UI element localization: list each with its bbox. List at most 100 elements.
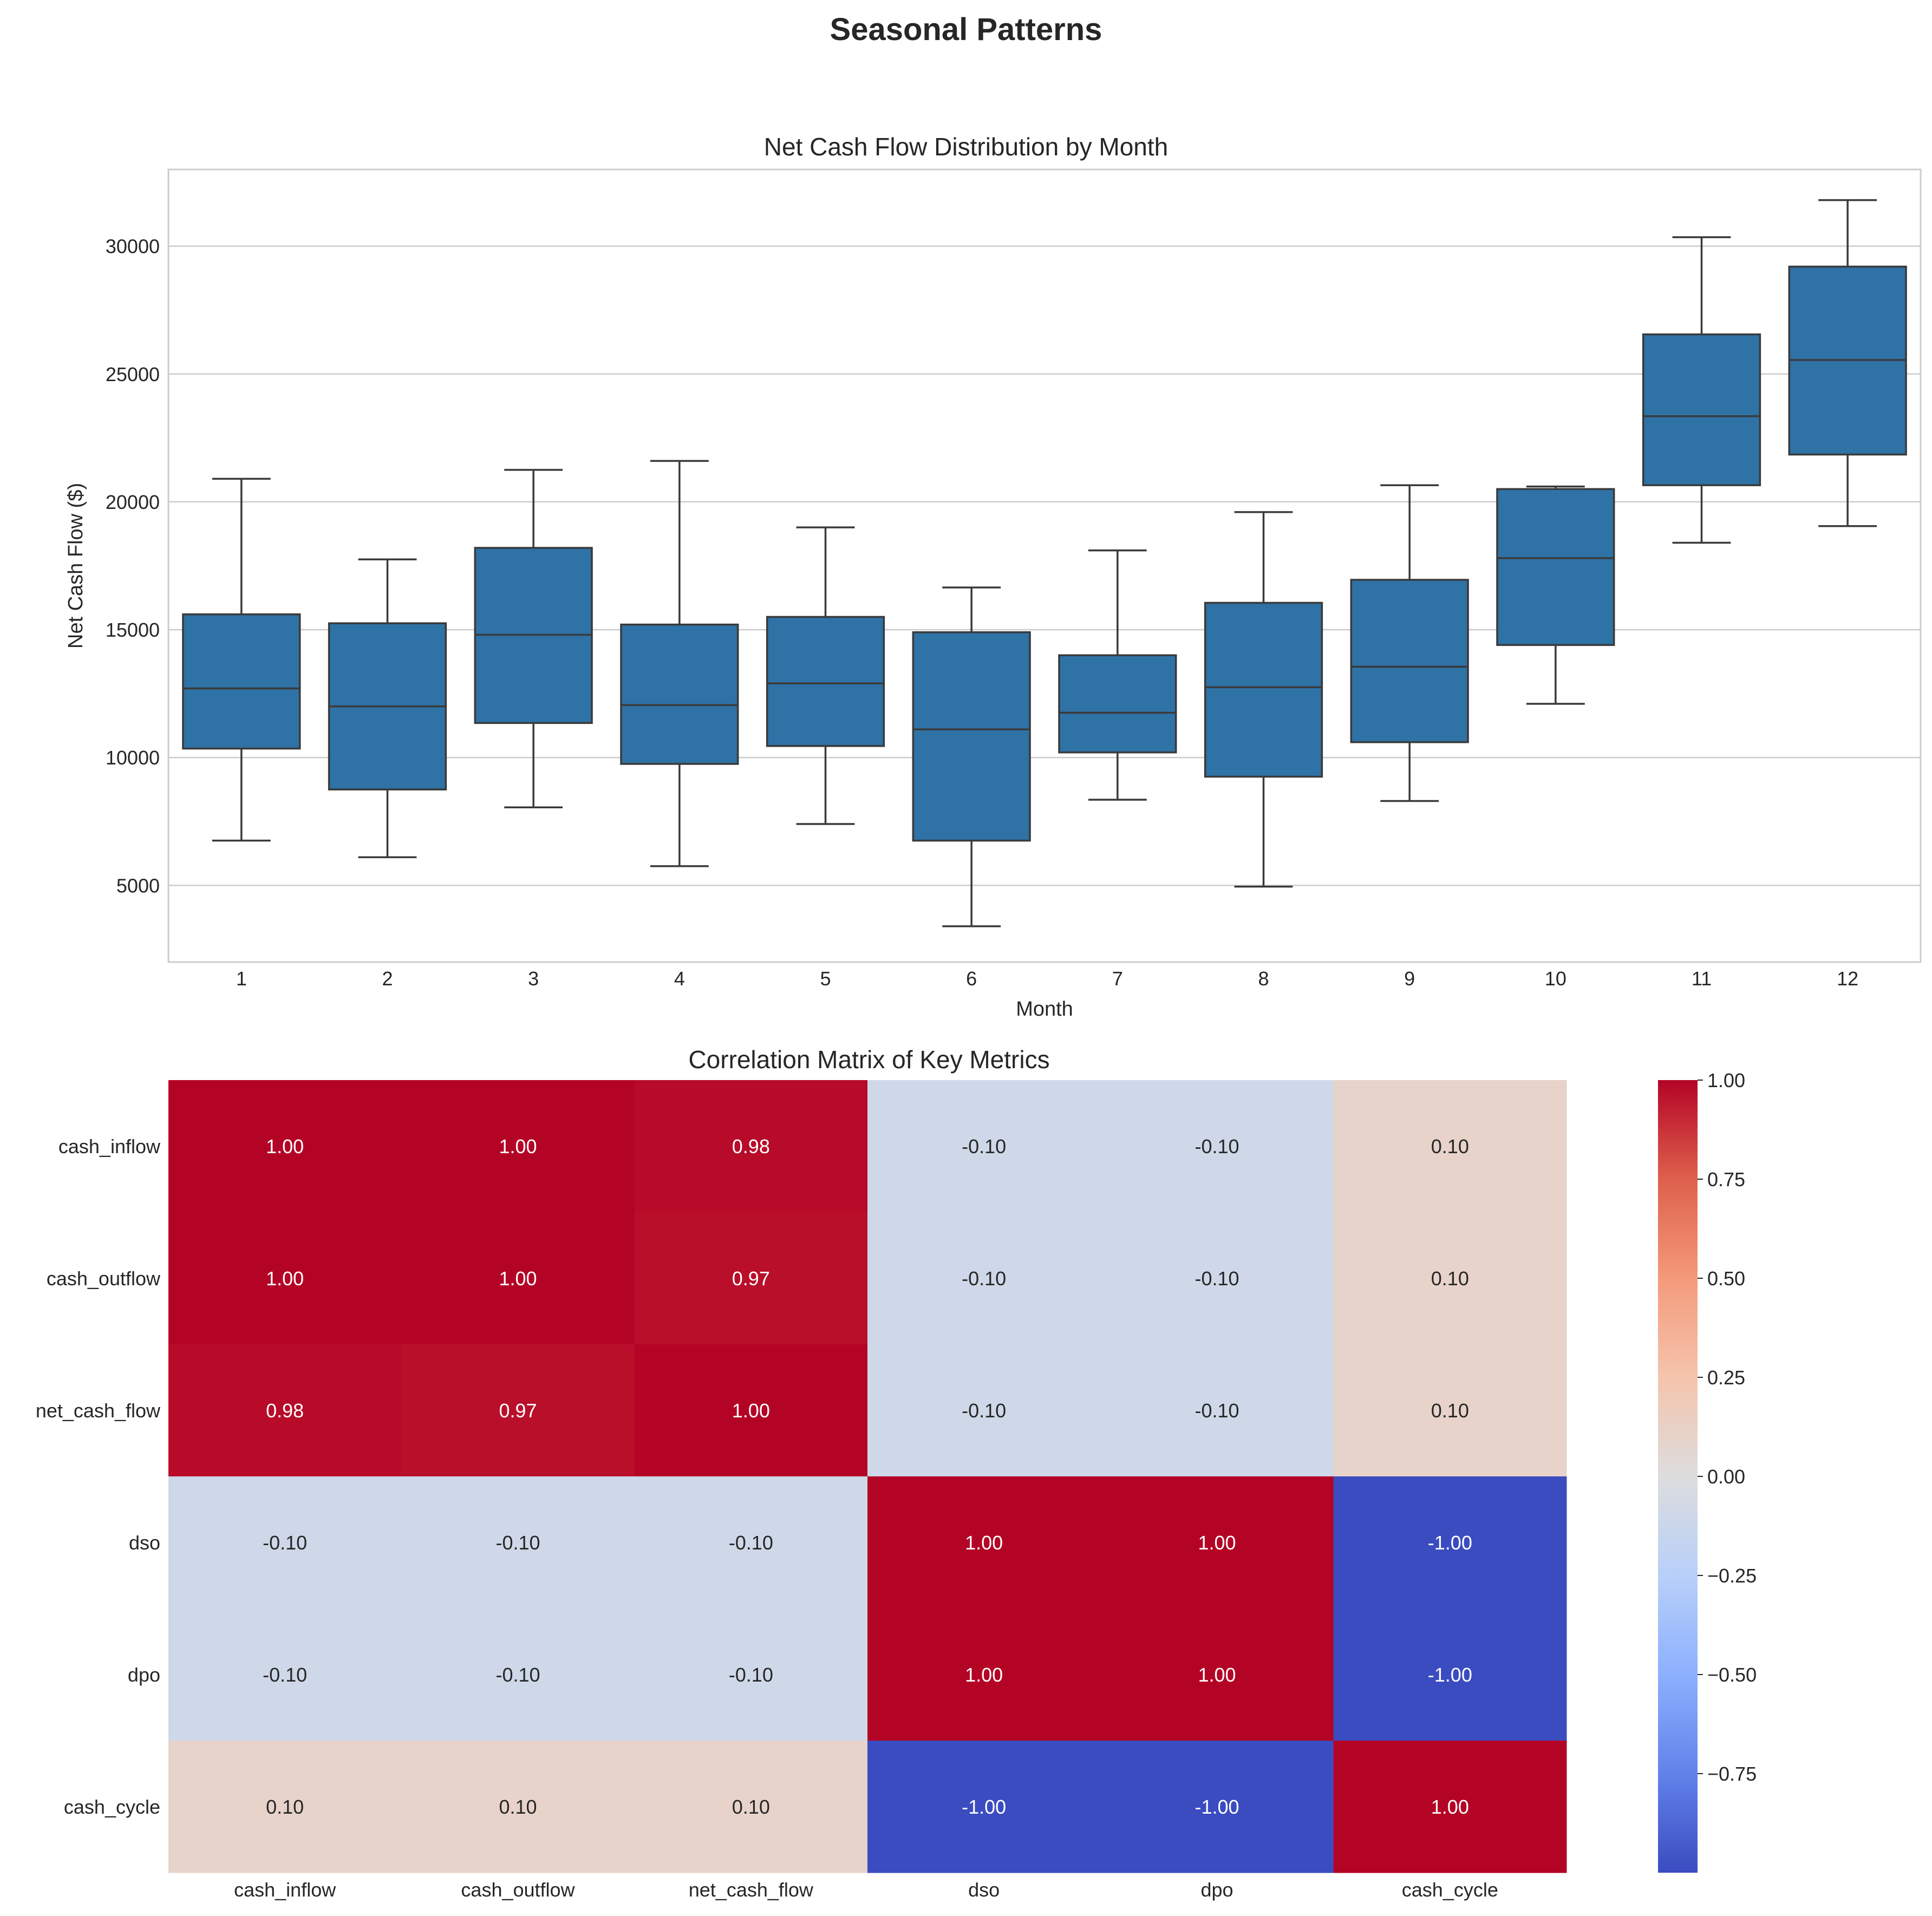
heatmap-cell-label: -0.10 — [263, 1664, 307, 1686]
boxplot-xtick: 10 — [1545, 967, 1567, 990]
colorbar-tick: 0.00 — [1707, 1466, 1745, 1488]
colorbar-tick: 1.00 — [1707, 1069, 1745, 1091]
box-iqr — [1204, 601, 1323, 778]
heatmap-cell-label: -0.10 — [962, 1400, 1006, 1422]
heatmap-cell-label: -0.10 — [729, 1532, 773, 1554]
colorbar — [1658, 1080, 1698, 1873]
heatmap-cell — [1333, 1212, 1567, 1345]
heatmap-xlabel: cash_cycle — [1402, 1879, 1498, 1901]
heatmap-cell — [1100, 1476, 1334, 1609]
heatmap-cell-label: -1.00 — [1195, 1796, 1239, 1818]
heatmap-cell — [1100, 1741, 1334, 1873]
boxplot-xtick: 2 — [382, 967, 393, 990]
boxplot-xtick: 9 — [1404, 967, 1415, 990]
box-month-3 — [474, 469, 593, 809]
heatmap-cell-label: 1.00 — [266, 1135, 304, 1158]
boxplot-xtick: 11 — [1692, 967, 1712, 990]
box-iqr — [1642, 333, 1761, 486]
heatmap-cell — [634, 1476, 868, 1609]
heatmap-cell-label: 0.98 — [266, 1400, 304, 1422]
heatmap-cell-label: -0.10 — [495, 1664, 540, 1686]
box-month-5 — [766, 526, 885, 825]
boxplot-xtick: 6 — [966, 967, 977, 990]
heatmap-cell — [1333, 1741, 1567, 1873]
heatmap-cell — [1333, 1344, 1567, 1477]
heatmap-ylabel: net_cash_flow — [36, 1400, 161, 1422]
heatmap-cell-label: 0.97 — [499, 1400, 537, 1422]
box-month-6 — [912, 586, 1031, 927]
heatmap-cell — [1333, 1080, 1567, 1213]
boxplot-ytick: 5000 — [116, 874, 160, 897]
heatmap-cell — [634, 1212, 868, 1345]
heatmap-cell — [867, 1080, 1101, 1213]
boxplot-xlabel: Month — [1016, 998, 1073, 1021]
heatmap-cell-label: 0.10 — [266, 1796, 304, 1818]
boxplot-xtick: 5 — [820, 967, 831, 990]
heatmap-cell — [1100, 1344, 1334, 1477]
heatmap-cell-label: 1.00 — [266, 1267, 304, 1290]
heatmap-cell — [401, 1476, 635, 1609]
boxplot-xtick: 3 — [528, 967, 539, 990]
heatmap-cell — [634, 1080, 868, 1213]
boxplot-ytick: 20000 — [106, 491, 160, 513]
heatmap-cell — [634, 1608, 868, 1741]
heatmap-cell — [867, 1608, 1101, 1741]
heatmap-cell-label: 0.10 — [1431, 1135, 1469, 1158]
heatmap-cell-label: -1.00 — [1428, 1532, 1472, 1554]
heatmap-cell-label: -0.10 — [1195, 1135, 1239, 1158]
heatmap-cell-label: 1.00 — [1198, 1532, 1236, 1554]
heatmap-panel: Correlation Matrix of Key Metrics 1.00 1.… — [36, 1045, 1757, 1901]
heatmap-cell — [867, 1476, 1101, 1609]
box-iqr — [620, 623, 739, 765]
heatmap-xlabel: cash_inflow — [234, 1879, 336, 1901]
heatmap-cell — [401, 1080, 635, 1213]
heatmap-cell — [867, 1741, 1101, 1873]
heatmap-ylabel: dso — [129, 1532, 160, 1554]
boxplot-panel: Net Cash Flow Distribution by Month 5000… — [64, 133, 1922, 1021]
heatmap-cell — [401, 1608, 635, 1741]
heatmap-cell-label: 1.00 — [965, 1664, 1003, 1686]
heatmap-cell-label: 1.00 — [499, 1135, 537, 1158]
heatmap-ylabel: cash_outflow — [47, 1267, 161, 1290]
heatmap-cell-label: 1.00 — [732, 1400, 770, 1422]
box-iqr — [1058, 654, 1177, 754]
heatmap-cell-label: -0.10 — [495, 1532, 540, 1554]
boxplot-xtick: 1 — [236, 967, 247, 990]
heatmap-cell — [401, 1741, 635, 1873]
boxplot-title: Net Cash Flow Distribution by Month — [764, 133, 1169, 161]
box-month-1 — [182, 478, 301, 842]
box-month-4 — [620, 460, 739, 867]
heatmap-cell — [168, 1476, 402, 1609]
heatmap-cell — [401, 1344, 635, 1477]
box-iqr — [182, 613, 301, 750]
colorbar-tick: 0.25 — [1707, 1366, 1745, 1389]
heatmap-cell-label: -0.10 — [962, 1267, 1006, 1290]
heatmap-cell-label: -0.10 — [962, 1135, 1006, 1158]
box-month-2 — [328, 558, 447, 859]
box-month-10 — [1496, 485, 1615, 705]
heatmap-cell — [401, 1212, 635, 1345]
heatmap-cell — [1100, 1608, 1334, 1741]
boxplot-ytick: 30000 — [106, 236, 160, 258]
heatmap-cell-label: -1.00 — [962, 1796, 1006, 1818]
heatmap-cell-label: 1.00 — [965, 1532, 1003, 1554]
heatmap-cell — [867, 1344, 1101, 1477]
colorbar-tick: −0.75 — [1707, 1763, 1757, 1785]
heatmap-ylabel: cash_inflow — [58, 1135, 161, 1158]
heatmap-cell-label: 0.10 — [1431, 1400, 1469, 1422]
heatmap-cell-label: 1.00 — [1198, 1664, 1236, 1686]
heatmap-cell — [168, 1212, 402, 1345]
heatmap-cell-label: 1.00 — [499, 1267, 537, 1290]
heatmap-cell — [168, 1608, 402, 1741]
heatmap-cell — [168, 1344, 402, 1477]
heatmap-xlabel: net_cash_flow — [689, 1879, 814, 1901]
heatmap-cell-label: -0.10 — [1195, 1267, 1239, 1290]
heatmap-cell-label: 1.00 — [1431, 1796, 1469, 1818]
colorbar-tick: −0.50 — [1707, 1664, 1757, 1686]
heatmap-cell — [1100, 1080, 1334, 1213]
heatmap-cell — [634, 1741, 868, 1873]
heatmap-ylabel: dpo — [128, 1664, 160, 1686]
heatmap-xlabel: cash_outflow — [461, 1879, 575, 1901]
boxplot-xtick: 12 — [1837, 967, 1858, 990]
